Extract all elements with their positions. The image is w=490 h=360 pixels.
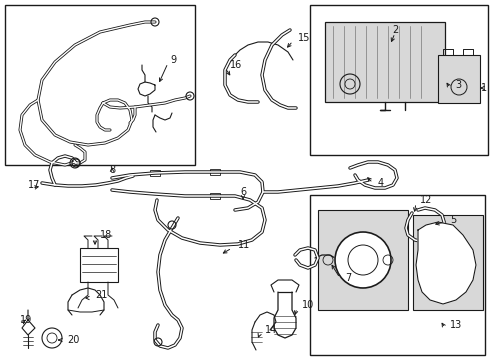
Text: 11: 11 <box>238 240 250 250</box>
Bar <box>310 5 488 155</box>
Text: 16: 16 <box>230 60 242 70</box>
Text: 6: 6 <box>240 187 246 197</box>
Bar <box>5 5 195 165</box>
Bar <box>150 170 160 176</box>
Text: 21: 21 <box>95 290 107 300</box>
Text: 2: 2 <box>392 25 398 35</box>
Bar <box>210 193 220 199</box>
Text: 8: 8 <box>109 165 115 175</box>
Text: 9: 9 <box>170 55 176 65</box>
Text: 14: 14 <box>265 325 277 335</box>
Circle shape <box>335 232 391 288</box>
Text: 19: 19 <box>20 315 32 325</box>
Text: 15: 15 <box>298 33 310 43</box>
Bar <box>413 215 483 310</box>
Bar <box>210 169 220 175</box>
Bar <box>438 55 480 103</box>
Text: 17: 17 <box>28 180 40 190</box>
Text: 7: 7 <box>345 273 351 283</box>
Text: 12: 12 <box>420 195 432 205</box>
Text: 4: 4 <box>378 178 384 188</box>
Bar <box>80 248 118 282</box>
Text: 20: 20 <box>67 335 79 345</box>
Polygon shape <box>416 222 476 304</box>
Text: 1: 1 <box>481 83 487 93</box>
Bar <box>318 210 408 310</box>
Bar <box>310 195 485 355</box>
Text: 18: 18 <box>100 230 112 240</box>
Text: 3: 3 <box>455 80 461 90</box>
Bar <box>325 22 445 102</box>
Text: 13: 13 <box>450 320 462 330</box>
Text: 10: 10 <box>302 300 314 310</box>
Text: 5: 5 <box>450 215 456 225</box>
